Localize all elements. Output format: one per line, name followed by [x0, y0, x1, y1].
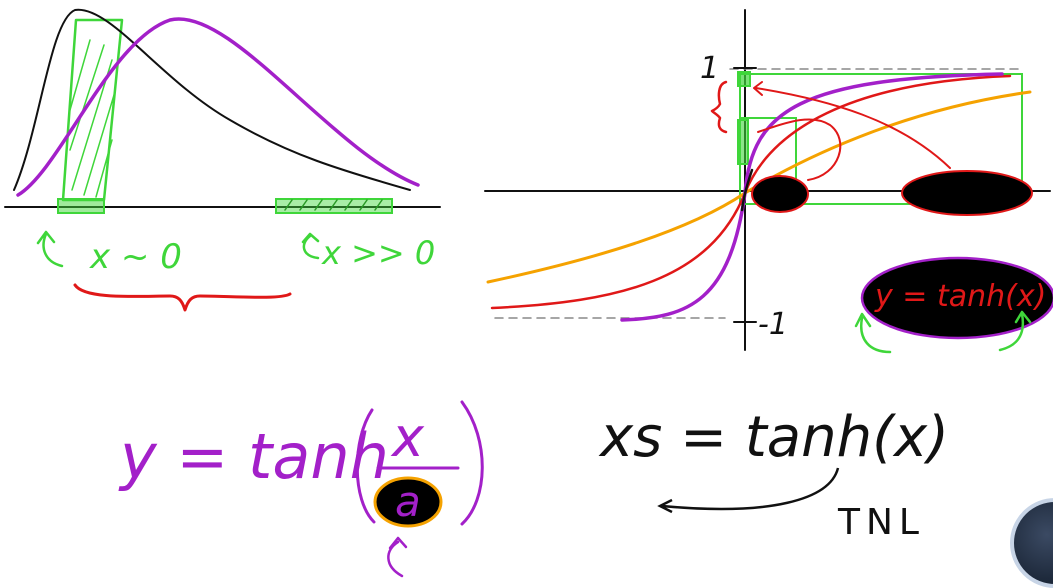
xs-label: TNL	[837, 502, 925, 543]
denominator-circle	[373, 476, 443, 528]
red-circle-large	[901, 170, 1033, 216]
red-brace-right	[710, 80, 728, 134]
red-arrow-large	[753, 81, 951, 169]
large-x-arrow	[301, 232, 320, 260]
label-large-x: x >> 0	[321, 234, 435, 272]
legend-arrow-right	[998, 310, 1032, 352]
xs-tanh-formula: xs = tanh(x) TNL	[598, 405, 949, 543]
red-circle-small	[751, 175, 809, 213]
large-x-band	[275, 198, 393, 214]
left-distribution-panel	[4, 8, 441, 312]
legend-formula: y = tanh(x)	[874, 279, 1046, 314]
legend-arrow-left	[854, 312, 892, 354]
xs-arrow	[657, 467, 840, 514]
right-tanh-panel	[484, 9, 1053, 354]
scaled-formula-lhs: y = tanh	[118, 420, 389, 493]
green-projection-large	[739, 73, 1023, 205]
black-center-curve	[740, 168, 754, 212]
red-brace	[73, 283, 292, 312]
xs-formula: xs = tanh(x)	[598, 405, 949, 470]
purple-curve	[620, 72, 1004, 322]
red-arrow-small	[757, 118, 842, 181]
scaled-numerator: x	[390, 406, 425, 469]
green-y-bar-small	[737, 119, 749, 165]
green-y-bar-large	[737, 71, 751, 87]
legend-circle	[860, 256, 1053, 340]
purple-distribution-curve	[16, 17, 420, 197]
small-x-band	[57, 18, 124, 214]
tick-label-top: 1	[700, 51, 719, 86]
label-small-x: x ~ 0	[89, 237, 182, 277]
denominator-arrow	[387, 536, 408, 578]
scaled-open-paren	[355, 408, 376, 524]
scaled-tanh-formula: y = tanh x a	[118, 400, 484, 578]
scaled-close-paren	[460, 400, 484, 526]
tick-label-bottom: -1	[758, 307, 788, 342]
scaled-denominator: a	[395, 477, 421, 526]
small-x-arrow	[36, 230, 64, 268]
